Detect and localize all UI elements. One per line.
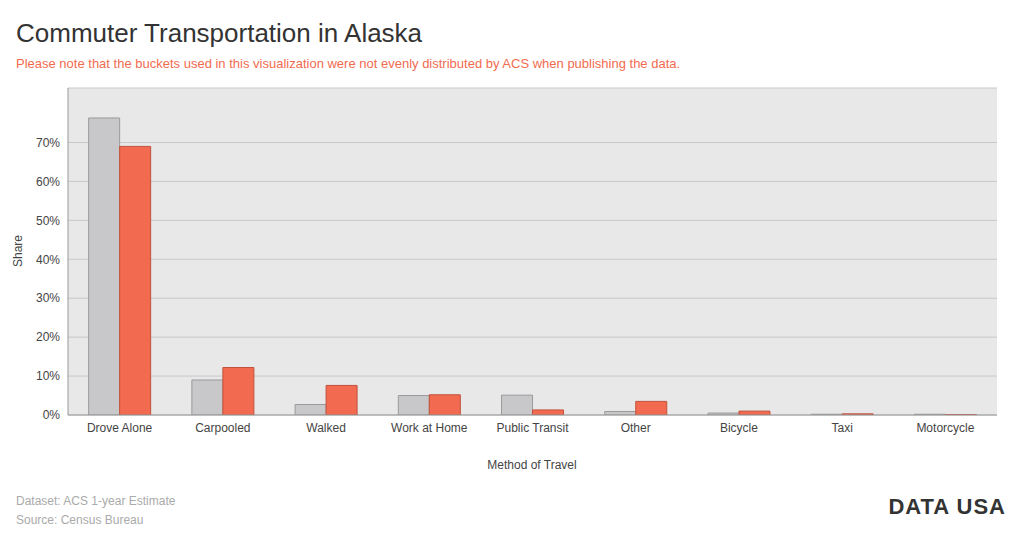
svg-text:Carpooled: Carpooled <box>195 421 250 435</box>
svg-text:40%: 40% <box>36 253 60 267</box>
svg-text:Drove Alone: Drove Alone <box>87 421 153 435</box>
svg-text:30%: 30% <box>36 291 60 305</box>
svg-text:Walked: Walked <box>306 421 346 435</box>
html-text:Share: Share <box>11 235 25 267</box>
svg-text:Work at Home: Work at Home <box>391 421 468 435</box>
svg-text:60%: 60% <box>36 175 60 189</box>
html-text:Please note that the buckets u: Please note that the buckets used in thi… <box>16 56 681 71</box>
html-text:Dataset: ACS 1-year Estimate: Dataset: ACS 1-year Estimate <box>16 494 176 508</box>
svg-text:0%: 0% <box>43 408 61 422</box>
svg-text:Bicycle: Bicycle <box>720 421 758 435</box>
svg-text:Public Transit: Public Transit <box>496 421 569 435</box>
html-text:DATA USA: DATA USA <box>888 494 1006 519</box>
svg-text:70%: 70% <box>36 136 60 150</box>
svg-text:20%: 20% <box>36 330 60 344</box>
html-text:Method of Travel: Method of Travel <box>487 458 577 472</box>
svg-text:Other: Other <box>621 421 651 435</box>
svg-text:Motorcycle: Motorcycle <box>916 421 974 435</box>
svg-text:Taxi: Taxi <box>831 421 852 435</box>
html-text:Commuter Transportation in Ala: Commuter Transportation in Alaska <box>16 18 423 48</box>
html-text:Source: Census Bureau: Source: Census Bureau <box>16 513 144 527</box>
svg-text:10%: 10% <box>36 369 60 383</box>
svg-text:50%: 50% <box>36 214 60 228</box>
